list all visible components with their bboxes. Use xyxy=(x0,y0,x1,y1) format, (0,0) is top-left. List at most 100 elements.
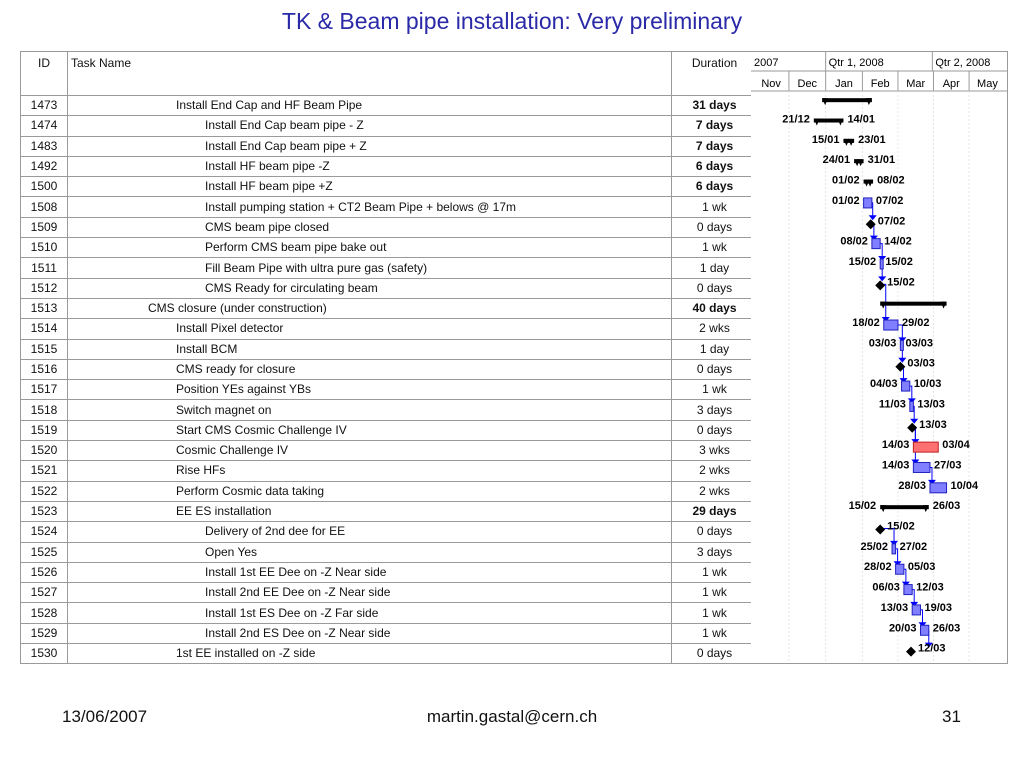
task-duration: 2 wks xyxy=(671,480,758,502)
task-id: 1509 xyxy=(20,216,68,239)
bar-start-label: 15/01 xyxy=(812,134,840,146)
task-name: Install End Cap beam pipe + Z xyxy=(67,135,672,157)
gantt-frame xyxy=(751,51,1008,664)
task-row[interactable]: 1514 Install Pixel detector 2 wks xyxy=(20,318,758,340)
task-bar xyxy=(909,400,914,412)
bar-start-label: 03/03 xyxy=(869,337,897,349)
task-row[interactable]: 1526 Install 1st EE Dee on -Z Near side 1 … xyxy=(20,561,758,584)
task-row[interactable]: 1521 Rise HFs 2 wks xyxy=(20,460,758,482)
bar-start-label: 14/03 xyxy=(882,459,910,471)
task-id: 1522 xyxy=(20,480,68,502)
bar-start-label: 04/03 xyxy=(870,378,898,390)
bar-finish-label: 14/02 xyxy=(884,236,912,248)
task-table: ID Task Name Duration 1473 Install End Ca… xyxy=(20,51,758,665)
task-name: Open Yes xyxy=(67,541,672,563)
task-duration: 1 wk xyxy=(671,561,758,584)
task-duration: 1 day xyxy=(671,338,758,360)
task-duration: 1 wk xyxy=(671,622,758,645)
task-row[interactable]: 1522 Perform Cosmic data taking 2 wks xyxy=(20,480,758,502)
task-name: Delivery of 2nd dee for EE xyxy=(67,521,672,543)
task-row[interactable]: 1473 Install End Cap and HF Beam Pipe 31 d… xyxy=(20,94,758,117)
task-name: Start CMS Cosmic Challenge IV xyxy=(67,419,672,442)
task-row[interactable]: 1508 Install pumping station + CT2 Beam P… xyxy=(20,196,758,218)
bar-start-label: 15/02 xyxy=(849,256,877,268)
timescale-month-label: Mar xyxy=(906,78,925,90)
task-row[interactable]: 1516 CMS ready for closure 0 days xyxy=(20,358,758,381)
milestone-diamond xyxy=(875,524,886,535)
critical-task-bar xyxy=(912,441,939,453)
gantt-chart: 2007 Qtr 1, 2008 Qtr 2, 2008 Nov Dec Jan Feb Ma… xyxy=(751,51,1007,662)
task-id: 1528 xyxy=(20,602,68,624)
bar-finish-label: 10/04 xyxy=(951,480,979,492)
timescale-month-label: Jan xyxy=(835,78,853,90)
task-row[interactable]: 1518 Switch magnet on 3 days xyxy=(20,399,758,421)
bar-start-label: 14/03 xyxy=(882,439,910,451)
task-duration: 1 day xyxy=(671,257,758,279)
task-id: 1523 xyxy=(20,500,68,523)
summary-bar xyxy=(822,98,872,103)
task-name: Install HF beam pipe +Z xyxy=(67,176,672,198)
dependency-link xyxy=(920,609,923,624)
task-id: 1516 xyxy=(20,358,68,381)
task-row[interactable]: 1515 Install BCM 1 day xyxy=(20,338,758,360)
bar-finish-label: 08/02 xyxy=(877,175,905,187)
task-row[interactable]: 1523 EE ES installation 29 days xyxy=(20,500,758,523)
task-bar xyxy=(895,563,905,575)
summary-bar-start-cap xyxy=(843,138,850,146)
task-name: Perform Cosmic data taking xyxy=(67,480,672,502)
task-row[interactable]: 1513 CMS closure (under construction) 40 d… xyxy=(20,297,758,320)
task-row[interactable]: 1512 CMS Ready for circulating beam 0 days xyxy=(20,277,758,299)
bar-start-label: 21/12 xyxy=(782,114,810,126)
task-id: 1526 xyxy=(20,561,68,584)
bar-start-label: 11/03 xyxy=(879,398,906,410)
bar-finish-label: 27/02 xyxy=(900,541,928,553)
task-row[interactable]: 1492 Install HF beam pipe -Z 6 days xyxy=(20,155,758,178)
task-row[interactable]: 1511 Fill Beam Pipe with ultra pure gas (… xyxy=(20,257,758,279)
task-bar xyxy=(891,543,897,555)
task-row[interactable]: 1509 CMS beam pipe closed 0 days xyxy=(20,216,758,239)
task-bar xyxy=(883,319,899,331)
bar-finish-label: 23/01 xyxy=(858,134,886,146)
task-row[interactable]: 1528 Install 1st ES Dee on -Z Far side 1 w… xyxy=(20,602,758,624)
task-row[interactable]: 1520 Cosmic Challenge IV 3 wks xyxy=(20,440,758,462)
task-row[interactable]: 1527 Install 2nd EE Dee on -Z Near side 1 … xyxy=(20,582,758,604)
task-duration: 3 days xyxy=(671,399,758,421)
task-row[interactable]: 1530 1st EE installed on -Z side 0 days xyxy=(20,643,758,665)
bar-start-label: 25/02 xyxy=(861,541,889,553)
task-name: Cosmic Challenge IV xyxy=(67,440,672,462)
bar-finish-label: 26/03 xyxy=(933,500,961,512)
task-id: 1513 xyxy=(20,297,68,320)
dependency-arrowhead xyxy=(878,276,887,282)
task-id: 1500 xyxy=(20,176,68,198)
slide-title: TK & Beam pipe installation: Very prelim… xyxy=(281,8,743,34)
timescale-top-label: 2007 xyxy=(754,57,778,69)
task-duration: 1 wk xyxy=(671,379,758,401)
task-name: Install pumping station + CT2 Beam Pipe … xyxy=(67,196,672,218)
task-row[interactable]: 1517 Position YEs against YBs 1 wk xyxy=(20,379,758,401)
task-id: 1520 xyxy=(20,440,68,462)
task-row[interactable]: 1500 Install HF beam pipe +Z 6 days xyxy=(20,176,758,198)
task-row[interactable]: 1525 Open Yes 3 days xyxy=(20,541,758,563)
summary-bar xyxy=(843,138,855,143)
summary-bar-start-cap xyxy=(813,118,820,126)
task-row[interactable]: 1519 Start CMS Cosmic Challenge IV 0 days xyxy=(20,419,758,442)
task-row[interactable]: 1529 Install 2nd ES Dee on -Z Near side 1 … xyxy=(20,622,758,645)
task-row[interactable]: 1524 Delivery of 2nd dee for EE 0 days xyxy=(20,521,758,543)
dependency-link xyxy=(929,466,933,481)
summary-bar-end-cap xyxy=(848,138,855,146)
summary-bar-end-cap xyxy=(865,98,872,106)
task-bar xyxy=(863,197,873,209)
task-name: Install End Cap beam pipe - Z xyxy=(67,115,672,137)
task-duration: 6 days xyxy=(671,176,758,198)
milestone-label: 12/03 xyxy=(918,643,946,655)
bar-start-label: 18/02 xyxy=(852,317,880,329)
dependency-link xyxy=(880,528,895,542)
task-id: 1519 xyxy=(20,419,68,442)
task-bar xyxy=(899,339,904,351)
footer-email: martin.gastal@cern.ch xyxy=(426,707,598,726)
task-row[interactable]: 1510 Perform CMS beam pipe bake out 1 wk xyxy=(20,237,758,259)
milestone-diamond xyxy=(895,361,906,372)
bar-start-label: 01/02 xyxy=(832,195,860,207)
